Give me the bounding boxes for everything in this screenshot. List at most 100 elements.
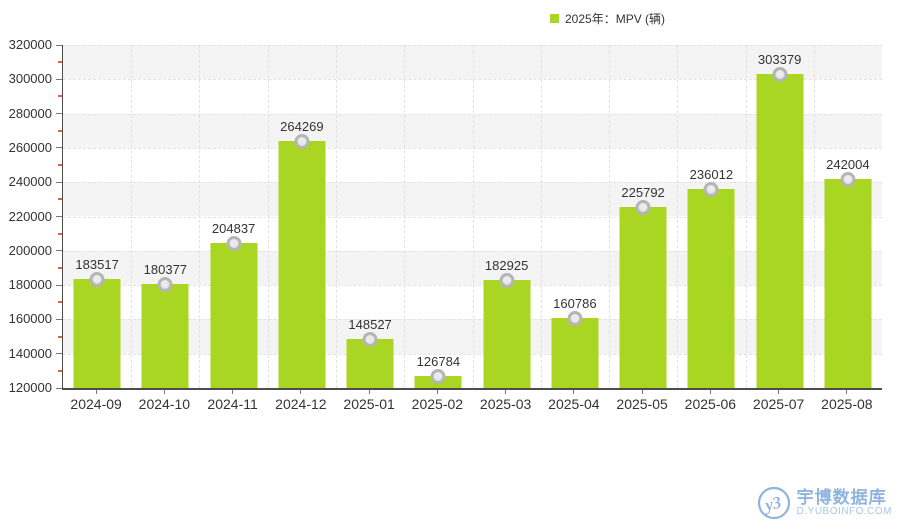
data-point-anchor-icon <box>499 273 515 289</box>
y-axis-label: 240000 <box>8 174 52 190</box>
y-axis-tick <box>56 78 62 80</box>
x-axis-label: 2025-03 <box>479 396 532 412</box>
bar[interactable] <box>824 178 872 388</box>
bar[interactable] <box>687 189 735 388</box>
bar[interactable] <box>551 318 599 388</box>
x-axis-tick <box>709 390 711 394</box>
y-axis-minor-tick <box>58 335 62 338</box>
y-axis-label: 140000 <box>8 345 52 361</box>
x-axis-label: 2025-04 <box>548 396 600 412</box>
data-point-anchor-icon <box>772 66 788 82</box>
y-axis-minor-tick <box>58 232 62 235</box>
x-axis-tick <box>368 390 370 394</box>
y-axis-minor-tick <box>58 369 62 372</box>
y-axis-label: 320000 <box>8 37 52 52</box>
yubo-logo-icon: y3 <box>757 486 790 520</box>
plot-area: 183517 180377 204837 264269 148527 126784 1829… <box>62 45 882 390</box>
data-point-anchor-icon <box>635 199 651 215</box>
y-axis-tick <box>56 44 62 46</box>
watermark-brand: 宇博数据库 <box>796 487 887 507</box>
vertical-gridline <box>199 45 201 388</box>
x-axis-tick <box>436 390 438 394</box>
watermark-text: 宇博数据库 D.YUBOINFO.COM <box>796 487 892 517</box>
y-axis-tick <box>56 181 62 183</box>
bar-value-label: 204837 <box>211 220 256 236</box>
x-axis-tick <box>232 390 234 394</box>
bar-value-label: 148527 <box>348 317 392 333</box>
x-axis-label: 2024-09 <box>70 396 122 412</box>
bar-column: 182925 <box>473 45 541 388</box>
x-axis-tick <box>641 390 643 394</box>
bar-column: 183517 <box>63 45 131 388</box>
watermark-link[interactable]: y3 宇博数据库 D.YUBOINFO.COM <box>757 486 892 520</box>
y-axis-minor-tick <box>58 266 62 269</box>
vertical-gridline <box>540 45 542 388</box>
x-axis-tick <box>505 390 507 394</box>
bar-column: 180377 <box>131 45 199 388</box>
bar[interactable] <box>346 339 394 388</box>
bar[interactable] <box>619 206 667 388</box>
bar-column: 204837 <box>199 45 267 388</box>
vertical-gridline <box>404 45 406 388</box>
vertical-gridline <box>745 45 747 388</box>
x-axis-label: 2025-08 <box>821 396 873 412</box>
data-point-anchor-icon <box>362 332 378 348</box>
x-axis-label: 2024-10 <box>138 396 191 412</box>
vertical-gridline <box>677 45 679 388</box>
bar[interactable] <box>73 279 121 388</box>
bar-column: 303379 <box>746 45 814 388</box>
x-axis-label: 2025-01 <box>343 396 395 412</box>
y-axis-tick <box>56 318 62 320</box>
data-point-anchor-icon <box>430 369 446 385</box>
bar[interactable] <box>210 242 258 388</box>
x-axis-tick <box>846 390 848 394</box>
data-point-anchor-icon <box>703 182 719 198</box>
y-axis-label: 280000 <box>8 105 52 121</box>
bar-column: 242004 <box>814 45 882 388</box>
x-axis-tick <box>573 390 575 394</box>
data-point-anchor-icon <box>226 235 242 251</box>
y-axis-tick <box>56 113 62 115</box>
x-axis-tick <box>95 390 97 394</box>
y-axis-label: 200000 <box>8 242 52 258</box>
vertical-gridline <box>813 45 815 388</box>
svg-text:y3: y3 <box>761 492 784 515</box>
bar[interactable] <box>278 140 326 388</box>
bar[interactable] <box>756 73 804 388</box>
vertical-gridline <box>267 45 269 388</box>
y-axis-tick <box>56 387 62 389</box>
bar-column: 264269 <box>268 45 336 388</box>
x-axis-label: 2025-06 <box>684 396 737 412</box>
bar-column: 236012 <box>677 45 745 388</box>
y-axis-minor-tick <box>58 301 62 304</box>
x-axis: 2024-09 2024-10 2024-11 2024-12 2025-01 2025-… <box>62 390 881 416</box>
bar[interactable] <box>141 284 189 388</box>
vertical-gridline <box>131 45 133 388</box>
y-axis-minor-tick <box>58 198 62 201</box>
bar-value-label: 160786 <box>553 296 597 312</box>
y-axis-tick <box>56 284 62 286</box>
x-axis-label: 2024-12 <box>275 396 327 412</box>
x-axis-tick <box>163 390 165 394</box>
y-axis-minor-tick <box>58 129 62 132</box>
bar[interactable] <box>483 280 531 388</box>
data-point-anchor-icon <box>840 171 856 187</box>
vertical-gridline <box>472 45 474 388</box>
vertical-gridline <box>608 45 610 388</box>
y-axis-tick <box>56 147 62 149</box>
y-axis-tick <box>56 216 62 217</box>
bar-column: 225792 <box>609 45 677 388</box>
y-axis-label: 120000 <box>8 380 52 395</box>
y-axis-tick <box>56 250 62 252</box>
data-point-anchor-icon <box>294 133 310 149</box>
vertical-gridline <box>335 45 337 388</box>
legend[interactable]: 2025年：MPV (辆) <box>550 10 665 27</box>
y-axis-label: 260000 <box>8 139 52 155</box>
legend-label: 2025年：MPV (辆) <box>565 12 666 26</box>
y-axis-label: 300000 <box>8 71 52 87</box>
legend-swatch-icon <box>550 14 559 23</box>
y-axis-minor-tick <box>58 61 62 64</box>
data-point-anchor-icon <box>89 272 105 288</box>
y-axis-label: 180000 <box>8 277 52 293</box>
